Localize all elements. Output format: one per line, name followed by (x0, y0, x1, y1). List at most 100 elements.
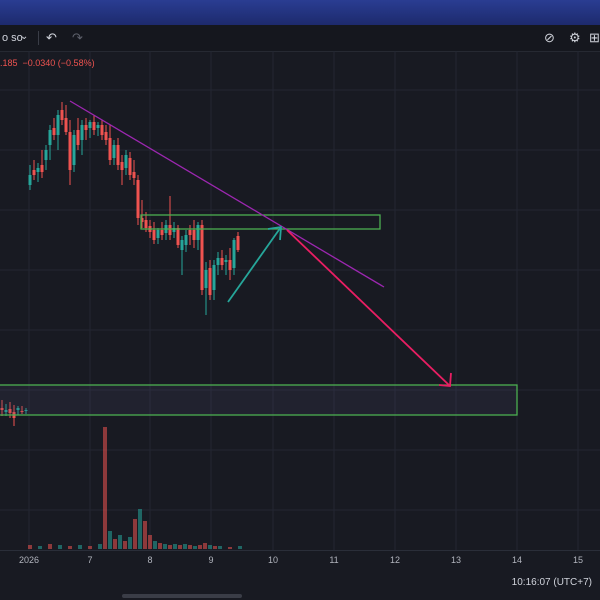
volume-bar (113, 539, 117, 549)
screenshot-search-icon[interactable]: ⊘ (544, 30, 555, 45)
volume-bar (58, 545, 62, 549)
candle-body (136, 180, 140, 218)
volume-bar (98, 544, 102, 549)
projected-bounce-arrow[interactable] (227, 225, 282, 303)
chevron-down-icon[interactable]: ⌄ (20, 31, 29, 42)
candle-body (52, 128, 56, 135)
candle-body (0, 408, 4, 410)
projected-drop-arrow[interactable] (286, 229, 452, 387)
candle-body (188, 230, 192, 235)
volume-bar (238, 546, 242, 549)
support-zone[interactable] (0, 384, 518, 416)
candle-body (48, 130, 52, 145)
candle-body (176, 228, 180, 245)
volume-bar (88, 546, 92, 549)
toolbar-divider (38, 31, 39, 45)
candle-body (92, 122, 96, 130)
volume-bar (148, 535, 152, 549)
time-tick: 11 (329, 555, 339, 565)
candle-body (88, 122, 92, 128)
volume-bar (198, 545, 202, 549)
undo-icon[interactable]: ↶ (46, 30, 57, 45)
candle-body (32, 170, 36, 175)
volume-bar (48, 544, 52, 549)
volume-bar (38, 546, 42, 549)
time-tick: 9 (208, 555, 214, 565)
volume-bar (123, 541, 127, 549)
chart-grid (0, 51, 600, 550)
candle-body (144, 220, 148, 228)
time-tick: 12 (389, 555, 401, 565)
candle-body (44, 150, 48, 160)
price-change-readout: .185 −0.0340 (−0.58%) (0, 58, 95, 68)
candle-body (216, 258, 220, 265)
volume-bar (133, 519, 137, 549)
candle-body (196, 225, 200, 240)
candle-body (64, 118, 68, 132)
volume-bar (138, 509, 142, 549)
volume-bars (28, 427, 242, 549)
candle-body (172, 228, 176, 232)
candle-body (140, 218, 144, 222)
candle-body (36, 168, 40, 172)
candle-body (4, 410, 8, 412)
candle-body (16, 408, 20, 410)
candle-body (108, 138, 112, 160)
volume-bar (228, 547, 232, 549)
candle-body (236, 236, 240, 250)
candle-body (232, 240, 236, 268)
candle-body (212, 265, 216, 290)
volume-bar (213, 546, 217, 549)
candle-body (132, 172, 136, 178)
volume-bar (208, 545, 212, 549)
candle-body (28, 175, 32, 185)
candle-body (100, 125, 104, 135)
candle-body (76, 130, 80, 145)
volume-bar (68, 546, 72, 549)
clock-readout: 10:16:07 (UTC+7) (511, 577, 592, 588)
candle-body (220, 258, 224, 265)
descending-trendline[interactable] (69, 100, 385, 288)
volume-bar (193, 546, 197, 549)
time-tick: 15 (572, 555, 584, 565)
candle-body (156, 230, 160, 238)
gear-icon[interactable]: ⚙ (569, 30, 581, 45)
redo-icon[interactable]: ↷ (72, 30, 83, 45)
candle-body (80, 125, 84, 140)
candle-body (24, 410, 28, 411)
time-tick: 8 (147, 555, 153, 565)
time-tick: 13 (450, 555, 462, 565)
candle-body (112, 145, 116, 158)
layout-icon[interactable]: ⊞ (589, 30, 600, 45)
candle-body (192, 230, 196, 240)
candle-body (56, 115, 60, 135)
candle-body (84, 125, 88, 130)
volume-bar (218, 546, 222, 549)
time-scrollbar[interactable] (122, 594, 242, 598)
symbol-name[interactable]: o so (2, 32, 23, 44)
resistance-zone[interactable] (140, 214, 381, 230)
volume-bar (118, 535, 122, 549)
candle-body (104, 132, 108, 140)
chart-toolbar: o so ⌄ ↶ ↷ ⊘ ⚙ ⊞ (0, 25, 600, 52)
candle-body (152, 230, 156, 240)
price-chart[interactable] (0, 51, 600, 560)
volume-bar (163, 544, 167, 549)
candle-body (20, 411, 24, 412)
candle-body (224, 260, 228, 262)
candle-body (180, 240, 184, 250)
candle-body (160, 230, 164, 235)
candle-body (8, 409, 12, 413)
time-axis[interactable]: 2026 7 8 9 10 11 12 13 14 15 (0, 550, 600, 569)
time-tick: 7 (87, 555, 93, 565)
volume-bar (78, 545, 82, 549)
volume-bar (108, 531, 112, 549)
browser-top-bar (0, 0, 600, 25)
candle-body (228, 260, 232, 270)
candle-body (208, 268, 212, 295)
volume-bar (128, 537, 132, 549)
time-tick: 10 (267, 555, 279, 565)
time-tick: 2026 (18, 555, 40, 565)
volume-bar (153, 541, 157, 549)
candle-body (128, 158, 132, 175)
